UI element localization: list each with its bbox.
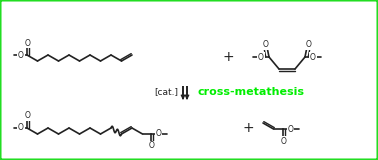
Text: [cat.]: [cat.] [154, 88, 178, 96]
Text: O: O [18, 124, 24, 132]
Text: O: O [263, 40, 268, 49]
Text: O: O [156, 129, 162, 139]
Text: O: O [258, 52, 264, 61]
Text: O: O [305, 40, 311, 49]
Text: cross-metathesis: cross-metathesis [197, 87, 304, 97]
Text: O: O [149, 141, 155, 151]
Text: O: O [18, 51, 24, 60]
Text: O: O [310, 52, 316, 61]
Text: +: + [222, 50, 234, 64]
Text: O: O [288, 124, 294, 133]
Text: O: O [25, 112, 31, 120]
Text: O: O [25, 39, 31, 48]
Text: +: + [242, 121, 254, 135]
Text: O: O [281, 136, 287, 145]
